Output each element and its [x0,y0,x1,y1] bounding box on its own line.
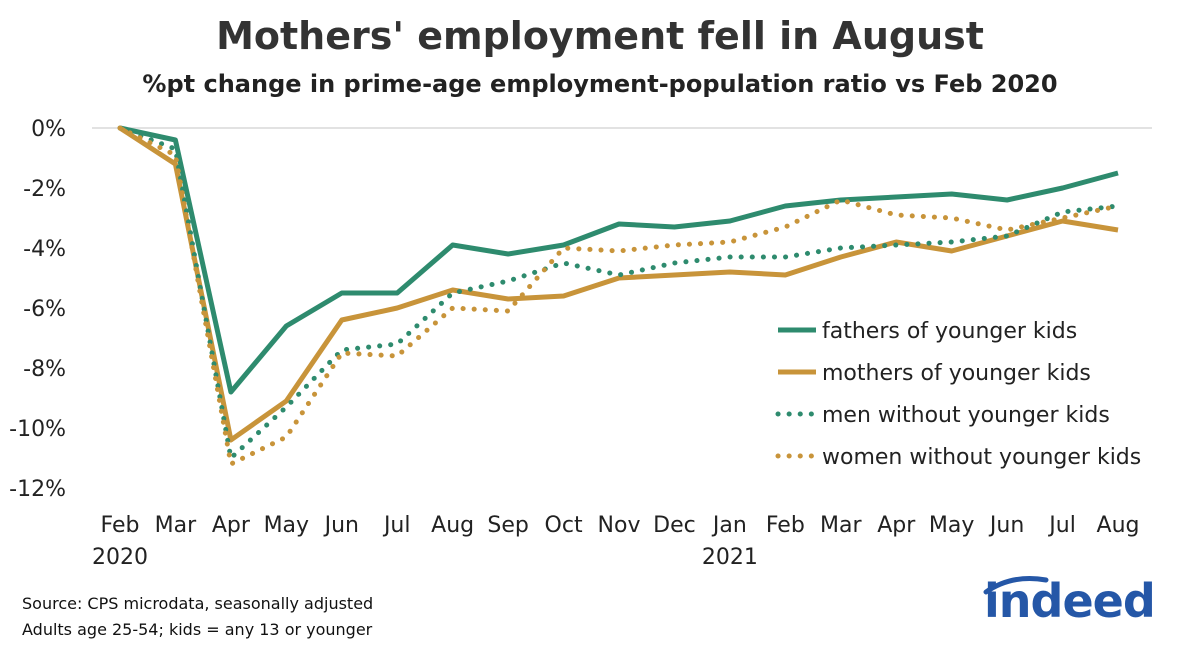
x-tick-label: Nov [598,513,641,538]
series-line-1 [119,125,1119,395]
y-axis: 0% -2% -4% -6% -8% -10% -12% [9,117,66,502]
x-tick-label: Jun [323,513,359,538]
x-tick-label: Mar [820,513,862,538]
indeed-logo: indeed [972,574,1156,634]
x-tick-label: Apr [877,513,916,538]
x-tick-label: May [929,513,974,538]
x-tick-label: Dec [653,513,696,538]
x-tick-label: Aug [1097,513,1140,538]
y-tick-label: 0% [31,117,66,142]
logo-arc-icon [983,576,1049,595]
chart-subtitle: %pt change in prime-age employment-popul… [142,70,1058,98]
x-tick-label: Jun [988,513,1024,538]
legend-label: mothers of younger kids [822,361,1091,386]
y-tick-label: -8% [23,357,66,382]
y-tick-label: -6% [23,297,66,322]
x-tick-label: Jul [382,513,411,538]
x-tick-label: Mar [155,513,197,538]
x-year-label: 2020 [92,545,148,570]
x-tick-label: Aug [431,513,474,538]
x-tick-label: May [264,513,309,538]
legend-label: fathers of younger kids [822,319,1077,344]
series-line-2 [118,125,1119,443]
y-tick-label: -10% [9,417,66,442]
series-layer [117,125,1121,467]
x-tick-label: Jul [1047,513,1076,538]
y-tick-label: -12% [9,477,66,502]
x-tick-label: Sep [487,513,528,538]
x-tick-label: Feb [101,513,140,538]
definition-note: Adults age 25-54; kids = any 13 or young… [22,620,373,639]
y-tick-label: -2% [23,177,66,202]
legend: fathers of younger kids mothers of younge… [775,319,1141,470]
chart-title: Mothers' employment fell in August [216,14,984,58]
x-year-label: 2021 [702,545,758,570]
x-tick-label: Oct [545,513,583,538]
logo-text: indeed [984,574,1156,628]
legend-label: men without younger kids [822,403,1110,428]
x-tick-label: Apr [212,513,251,538]
series-line-3 [117,125,1121,461]
legend-label: women without younger kids [822,445,1141,470]
x-tick-label: Feb [766,513,805,538]
x-tick-label: Jan [711,513,747,538]
x-axis: Feb 2020 Mar Apr May Jun Jul Aug Sep Oct Nov Dec Jan… [92,513,1139,570]
y-tick-label: -4% [23,237,66,262]
source-note: Source: CPS microdata, seasonally adjust… [22,594,374,613]
